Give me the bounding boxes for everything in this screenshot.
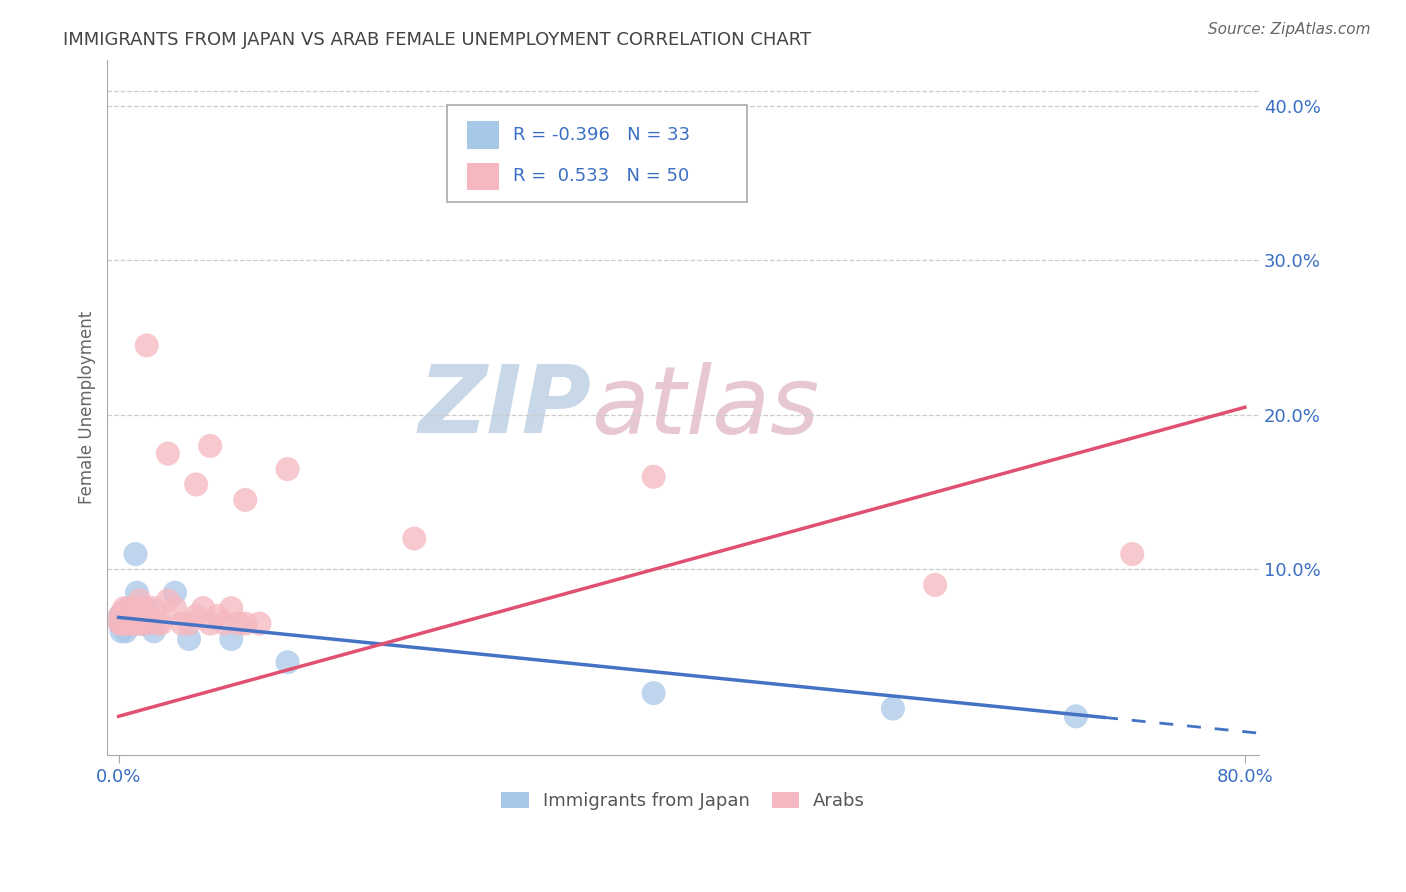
Point — [156, 447, 179, 461]
Point — [132, 601, 155, 615]
Point — [163, 601, 186, 615]
Legend: Immigrants from Japan, Arabs: Immigrants from Japan, Arabs — [496, 787, 870, 815]
FancyBboxPatch shape — [447, 104, 747, 202]
Point — [163, 585, 186, 599]
Point — [127, 608, 149, 623]
Point — [111, 606, 134, 620]
Text: atlas: atlas — [591, 362, 820, 453]
Point — [108, 616, 131, 631]
Point — [643, 470, 665, 484]
Point — [125, 616, 148, 631]
Point — [156, 593, 179, 607]
Point — [115, 612, 138, 626]
Point — [121, 608, 143, 623]
Point — [219, 632, 242, 646]
Point — [198, 616, 221, 631]
Point — [114, 624, 136, 639]
Point — [117, 616, 139, 631]
Point — [404, 532, 426, 546]
Point — [277, 655, 299, 669]
Text: ZIP: ZIP — [418, 361, 591, 453]
Point — [125, 585, 148, 599]
Point — [128, 616, 150, 631]
Point — [226, 616, 249, 631]
Point — [1121, 547, 1143, 561]
Point — [142, 601, 165, 615]
Point — [108, 616, 131, 631]
Y-axis label: Female Unemployment: Female Unemployment — [79, 310, 96, 504]
Point — [111, 616, 134, 631]
Point — [122, 601, 145, 615]
Point — [112, 616, 135, 631]
Point — [111, 606, 134, 620]
Point — [142, 624, 165, 639]
Point — [115, 606, 138, 620]
Text: Source: ZipAtlas.com: Source: ZipAtlas.com — [1208, 22, 1371, 37]
Point — [135, 338, 157, 352]
Point — [118, 601, 141, 615]
Point — [122, 616, 145, 631]
Point — [111, 608, 134, 623]
Point — [138, 608, 160, 623]
Point — [135, 616, 157, 631]
Point — [198, 439, 221, 453]
Point — [114, 608, 136, 623]
Point — [110, 608, 132, 623]
Point — [191, 601, 214, 615]
Point — [108, 608, 131, 623]
Point — [177, 616, 200, 631]
Point — [129, 616, 152, 631]
Point — [249, 616, 271, 631]
Point — [277, 462, 299, 476]
Point — [1064, 709, 1087, 723]
Point — [128, 593, 150, 607]
Point — [205, 608, 228, 623]
Text: IMMIGRANTS FROM JAPAN VS ARAB FEMALE UNEMPLOYMENT CORRELATION CHART: IMMIGRANTS FROM JAPAN VS ARAB FEMALE UNE… — [63, 31, 811, 49]
Bar — [467, 162, 499, 190]
Point — [115, 608, 138, 623]
Point — [132, 616, 155, 631]
Point — [110, 616, 132, 631]
Point — [212, 616, 235, 631]
Point — [120, 608, 142, 623]
Point — [149, 616, 172, 631]
Text: R =  0.533   N = 50: R = 0.533 N = 50 — [513, 168, 689, 186]
Point — [184, 477, 207, 491]
Point — [233, 492, 256, 507]
Point — [643, 686, 665, 700]
Point — [233, 616, 256, 631]
Point — [108, 608, 131, 623]
Text: R = -0.396   N = 33: R = -0.396 N = 33 — [513, 126, 690, 144]
Point — [124, 601, 146, 615]
Point — [112, 608, 135, 623]
Point — [170, 616, 193, 631]
Point — [115, 616, 138, 631]
Point — [882, 701, 904, 715]
Point — [110, 624, 132, 639]
Point — [184, 608, 207, 623]
Point — [124, 547, 146, 561]
Bar — [467, 120, 499, 149]
Point — [135, 601, 157, 615]
Point — [118, 616, 141, 631]
Point — [121, 616, 143, 631]
Point — [177, 632, 200, 646]
Point — [146, 616, 169, 631]
Point — [114, 616, 136, 631]
Point — [924, 578, 946, 592]
Point — [112, 601, 135, 615]
Point — [120, 616, 142, 631]
Point — [110, 608, 132, 623]
Point — [117, 601, 139, 615]
Point — [114, 616, 136, 631]
Point — [117, 616, 139, 631]
Point — [219, 601, 242, 615]
Point — [110, 612, 132, 626]
Point — [111, 616, 134, 631]
